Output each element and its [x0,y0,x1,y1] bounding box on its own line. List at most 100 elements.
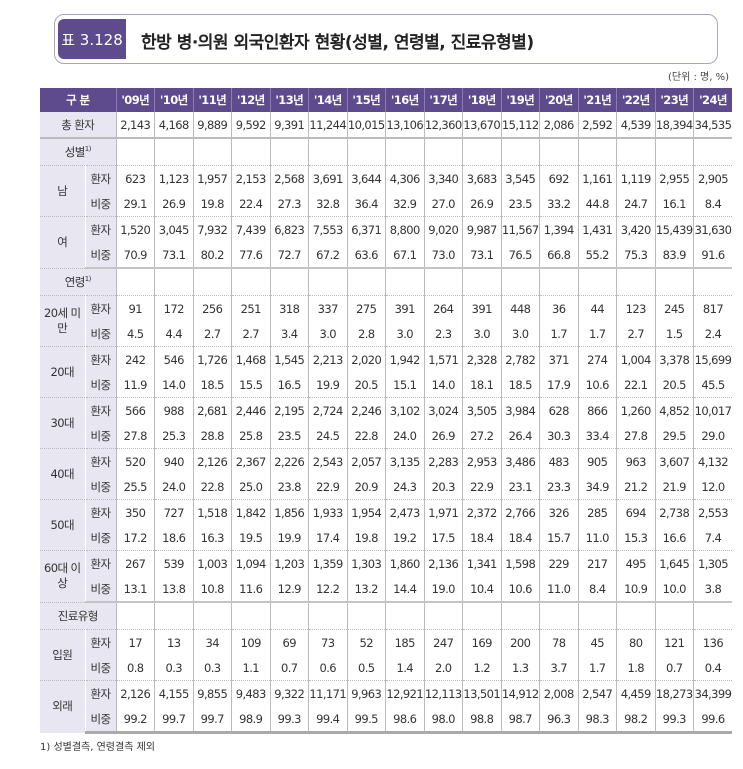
share-value: 98.2 [616,706,655,734]
patients-value: 1,954 [346,499,386,525]
share-value: 73.0 [423,242,463,269]
share-value: 17.2 [115,525,155,551]
patients-value: 391 [385,295,424,321]
total-row: 총 환자 2,143 4,168 9,889 9,592 9,391 11,244 10,01… [40,112,732,139]
group-row-share: 비중 13.1 13.8 10.8 11.6 12.9 12.2 13.2 14.4 19.0 10… [40,576,732,603]
patients-value: 2,568 [269,165,309,191]
share-value: 2.3 [423,321,463,347]
patients-value: 242 [115,346,155,372]
patients-value: 694 [616,499,655,525]
header-year: '23년 [654,88,694,112]
patients-value: 2,328 [462,346,501,372]
patients-value: 2,553 [693,499,732,525]
empty-cell [308,601,347,630]
patients-value: 4,852 [654,397,694,423]
group-label: 입원 [40,629,85,681]
header-year: '16년 [385,88,424,112]
patients-value: 2,283 [423,448,463,474]
total-value: 13,106 [385,112,424,139]
share-value: 18.4 [462,525,501,551]
share-value: 25.5 [115,474,155,500]
patients-value: 6,371 [346,216,386,242]
patients-value: 3,505 [462,397,501,423]
patients-value: 1,161 [577,165,617,191]
empty-cell [423,601,463,630]
patients-value: 1,645 [654,550,694,576]
share-value: 2.7 [616,321,655,347]
share-value: 3.7 [539,655,578,681]
empty-cell [654,267,694,296]
share-value: 99.3 [654,706,694,734]
patients-value: 1,933 [308,499,347,525]
group-row-patients: 50대 환자 350 727 1,518 1,842 1,856 1,933 1,954 2,47… [40,499,732,551]
share-value: 98.9 [231,706,270,734]
header-year: '18년 [462,88,501,112]
share-value: 17.5 [423,525,463,551]
patients-value: 1,520 [115,216,155,242]
share-value: 98.7 [500,706,540,734]
empty-cell [500,601,540,630]
patients-value: 3,545 [500,165,540,191]
patients-value: 2,473 [385,499,424,525]
patients-value: 2,008 [539,680,578,706]
share-value: 99.3 [269,706,309,734]
empty-cell [693,601,732,630]
header-year: '12년 [231,88,270,112]
total-value: 2,086 [539,112,578,139]
group-row-patients: 외래 환자 2,126 4,155 9,855 9,483 9,322 11,171 9,963… [40,680,732,733]
share-value: 2.7 [192,321,232,347]
total-value: 11,244 [308,112,347,139]
section-label-text: 연령 [64,275,86,289]
sub-label-share: 비중 [84,423,116,449]
share-value: 24.7 [616,191,655,217]
share-value: 0.4 [693,655,732,681]
patients-value: 11,567 [500,216,540,242]
share-value: 14.4 [385,576,424,603]
share-value: 2.8 [346,321,386,347]
share-value: 0.7 [269,655,309,681]
patients-value: 245 [654,295,694,321]
patients-value: 78 [539,629,578,655]
empty-cell [500,267,540,296]
patients-value: 520 [115,448,155,474]
share-value: 98.6 [385,706,424,734]
patients-value: 539 [154,550,193,576]
foreign-patients-table: 구 분 '09년 '10년 '11년 '12년 '13년 '14년 '15년 '16년 '17년… [40,88,732,734]
share-value: 73.1 [462,242,501,269]
section-label-text: 진료유형 [57,609,99,623]
patients-value: 1,004 [616,346,655,372]
sub-label-patients: 환자 [84,397,116,423]
share-value: 16.6 [654,525,694,551]
sub-label-patients: 환자 [84,629,116,655]
total-label: 총 환자 [40,112,116,139]
table-number-tag: 표 3.128 [58,19,126,59]
share-value: 0.5 [346,655,386,681]
patients-value: 3,102 [385,397,424,423]
share-value: 22.1 [616,372,655,398]
share-value: 44.8 [577,191,617,217]
patients-value: 256 [192,295,232,321]
patients-value: 2,547 [577,680,617,706]
sub-label-share: 비중 [84,706,116,734]
section-row: 진료유형 [40,601,732,630]
total-value: 34,535 [693,112,732,139]
share-value: 13.8 [154,576,193,603]
share-value: 17.4 [308,525,347,551]
patients-value: 2,226 [269,448,309,474]
empty-cell [231,601,270,630]
empty-cell [154,137,193,166]
patients-value: 2,738 [654,499,694,525]
share-value: 23.1 [500,474,540,500]
empty-cell [192,267,232,296]
patients-value: 2,543 [308,448,347,474]
sub-label-patients: 환자 [84,165,116,191]
share-value: 7.4 [693,525,732,551]
patients-value: 7,439 [231,216,270,242]
header-year: '24년 [693,88,732,112]
patients-value: 52 [346,629,386,655]
group-row-share: 비중 17.2 18.6 16.3 19.5 19.9 17.4 19.8 19.2 17.5 18… [40,525,732,551]
patients-value: 12,113 [423,680,463,706]
patients-value: 274 [577,346,617,372]
group-row-patients: 여 환자 1,520 3,045 7,932 7,439 6,823 7,553 6,371 8,… [40,216,732,268]
share-value: 67.2 [308,242,347,269]
